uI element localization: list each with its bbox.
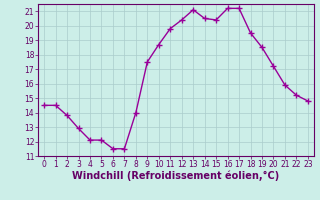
X-axis label: Windchill (Refroidissement éolien,°C): Windchill (Refroidissement éolien,°C): [72, 171, 280, 181]
